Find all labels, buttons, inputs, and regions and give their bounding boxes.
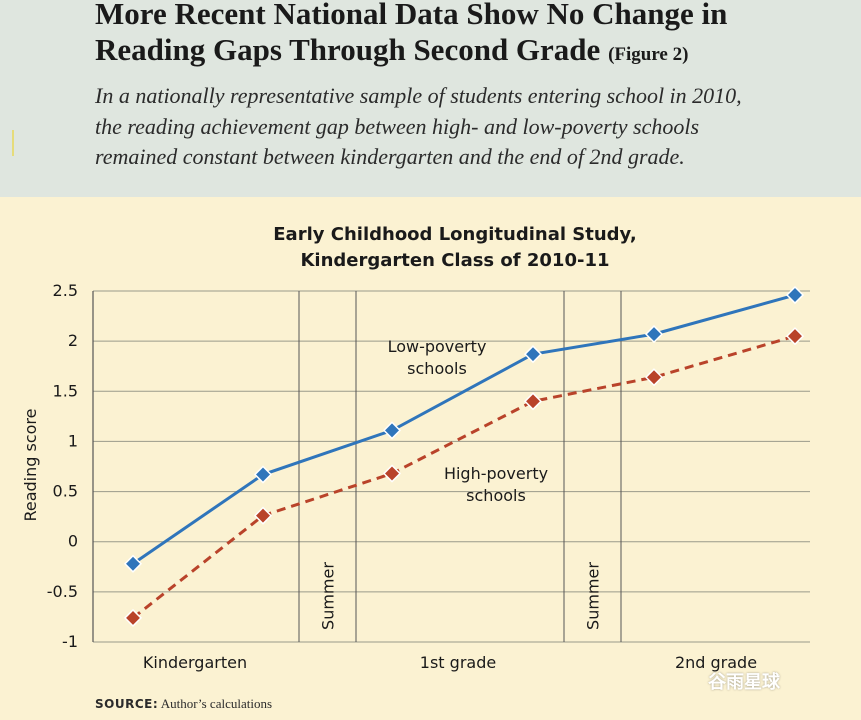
header-panel: More Recent National Data Show No Change…: [0, 0, 861, 197]
y-tick-label-1: 2: [68, 331, 78, 350]
series-1-point-5: [785, 327, 805, 346]
series-label-0-line-2: schools: [407, 359, 467, 378]
series-1-point-1: [253, 506, 273, 525]
y-tick-label-7: -1: [62, 632, 78, 651]
watermark: 谷雨星球: [708, 672, 780, 693]
y-tick-label-2: 1.5: [53, 381, 78, 400]
title-line-1: More Recent National Data Show No Change…: [95, 0, 728, 31]
source-label: SOURCE:: [95, 697, 159, 711]
figure-label: (Figure 2): [608, 44, 689, 65]
y-tick-label-3: 1: [68, 431, 78, 450]
chart-title-line-1: Early Childhood Longitudinal Study,: [273, 224, 637, 245]
series-1-point-0: [123, 608, 143, 627]
source-text: Author’s calculations: [160, 696, 273, 711]
page-title: More Recent National Data Show No Change…: [95, 0, 855, 73]
page-subtitle: In a nationally representative sample of…: [95, 81, 855, 173]
series-0-point-0: [123, 554, 143, 573]
x-period-label-2: 2nd grade: [675, 653, 757, 672]
x-period-label-1: 1st grade: [420, 653, 496, 672]
y-axis-label: Reading score: [21, 408, 40, 521]
y-tick-label-4: 0.5: [53, 482, 78, 501]
series-0-point-4: [644, 325, 664, 344]
series-1-point-4: [644, 368, 664, 387]
series-label-1-line-1: High-poverty: [444, 464, 548, 483]
summer-label-0: Summer: [319, 562, 338, 630]
subtitle-line-3: remained constant between kindergarten a…: [95, 144, 685, 169]
series-label-0-line-1: Low-poverty: [388, 337, 487, 356]
series-0-point-3: [523, 345, 543, 364]
series-0-point-5: [785, 285, 805, 305]
series-1-point-3: [523, 392, 543, 411]
subtitle-line-2: the reading achievement gap between high…: [95, 113, 700, 139]
title-line-2: Reading Gaps Through Second Grade: [95, 32, 601, 67]
series-line-1: [132, 334, 796, 620]
series-label-1-line-2: schools: [466, 486, 526, 505]
summer-label-1: Summer: [584, 562, 603, 630]
y-tick-label-5: 0: [68, 532, 78, 551]
chart-title-line-2: Kindergarten Class of 2010-11: [300, 250, 610, 271]
series-0-point-1: [253, 465, 273, 484]
x-period-label-0: Kindergarten: [143, 653, 247, 672]
source-note: SOURCE: Author’s calculations: [95, 696, 272, 712]
subtitle-line-1: In a nationally representative sample of…: [95, 83, 742, 108]
decorative-mark: [12, 130, 14, 156]
series-line-0: [132, 293, 796, 566]
chart-title: Early Childhood Longitudinal Study, Kind…: [210, 222, 700, 274]
y-tick-label-6: -0.5: [47, 582, 78, 601]
series-0-point-2: [382, 421, 402, 440]
y-tick-label-0: 2.5: [53, 281, 78, 300]
series-1-point-2: [382, 464, 402, 483]
